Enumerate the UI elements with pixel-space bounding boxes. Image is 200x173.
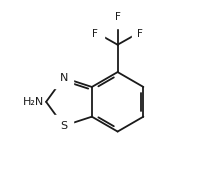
Text: N: N [59,73,67,83]
Text: H₂N: H₂N [22,97,44,107]
Text: S: S [60,121,67,131]
Text: F: F [92,29,98,39]
Text: F: F [114,12,120,22]
Text: F: F [136,29,142,39]
